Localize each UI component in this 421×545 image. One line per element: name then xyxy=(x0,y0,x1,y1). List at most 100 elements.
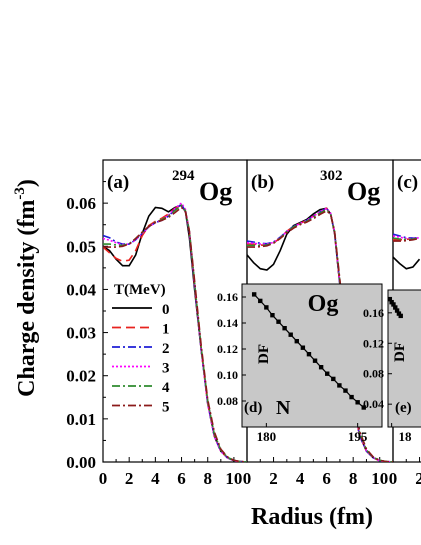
legend-label-T3: 3 xyxy=(162,361,170,377)
panel-c-series-T5 xyxy=(393,237,420,242)
panel-a-x-tick-label: 4 xyxy=(151,469,160,488)
inset-d-marker xyxy=(258,298,263,304)
panel-a-series-T3 xyxy=(103,201,247,462)
panel-a-mass-number: 294 xyxy=(172,168,195,184)
panel-a-x-tick-label: 2 xyxy=(125,469,134,488)
inset-e-series xyxy=(388,296,403,319)
inset-d-marker xyxy=(331,376,336,382)
inset-e-background xyxy=(387,289,421,428)
panel-c-x-tick-label: 0 xyxy=(389,469,398,488)
panel-c-x-tick-label: 2 xyxy=(415,469,421,488)
x-axis-label: Radius (fm) xyxy=(251,504,373,530)
inset-d-marker xyxy=(264,305,269,310)
inset-d-marker xyxy=(337,383,342,388)
panel-b-mass-number: 302 xyxy=(320,168,343,184)
data-curves xyxy=(103,201,421,462)
y-tick-label: 0.00 xyxy=(66,453,96,472)
panel-b-x-tick-label: 10 xyxy=(371,469,388,488)
inset-d-content: 0.08 0.10 0.12 0.14 0.16 180 195 xyxy=(217,290,368,444)
panel-b-x-tick-label: 2 xyxy=(269,469,278,488)
inset-d-panel-label: (d) xyxy=(244,400,262,416)
inset-d-marker xyxy=(306,352,312,357)
panel-b-curves xyxy=(247,207,393,462)
inset-d-marker xyxy=(251,292,257,297)
y-tick-label: 0.02 xyxy=(66,367,96,386)
inset-d-marker xyxy=(282,326,287,331)
panel-c-series-T3 xyxy=(393,235,420,240)
inset-d-marker xyxy=(318,365,324,370)
inset-d-y-tick-label: 0.14 xyxy=(217,316,238,330)
inset-d-marker xyxy=(276,319,281,324)
panel-b-x-tick-label: 4 xyxy=(296,469,305,488)
inset-e-content: 0.04 0.08 0.12 0.16 18 xyxy=(363,296,413,444)
panel-a-series-T5 xyxy=(103,206,247,462)
panel-b-label: (b) xyxy=(251,172,274,193)
y-axis-label-text: Charge density (fm-3) xyxy=(12,179,40,397)
panel-c-series-T2 xyxy=(393,233,420,239)
inset-d-x-tick-label: 195 xyxy=(348,429,368,444)
inset-e-y-tick-label: 0.04 xyxy=(363,397,384,411)
inset-d-marker xyxy=(343,388,348,393)
panel-b-x-tick-label: 0 xyxy=(243,469,252,488)
panel-b-x-tick-label: 8 xyxy=(349,469,358,488)
inset-e-marker xyxy=(388,296,393,302)
inset-e-y-tick-label: 0.16 xyxy=(363,306,384,320)
legend: T(MeV) 0 1 2 3 4 5 xyxy=(112,282,170,416)
inset-e-marker xyxy=(389,299,394,305)
y-tick-label: 0.03 xyxy=(66,324,96,343)
inset-d-marker xyxy=(349,394,354,400)
panel-b-series-T5 xyxy=(247,209,393,462)
y-axis-label-main: Charge density (fm xyxy=(14,200,40,397)
panel-a-element: Og xyxy=(199,177,232,206)
panel-b-nucleus: 302Og xyxy=(320,168,380,206)
inset-d-series xyxy=(251,292,366,410)
panel-a-curves xyxy=(103,201,247,462)
inset-d-x-tick-label: 180 xyxy=(257,429,277,444)
panel-c-series-T0 xyxy=(393,256,421,270)
inset-d-marker xyxy=(312,358,318,363)
y-tick-label: 0.01 xyxy=(66,410,96,429)
inset-d-y-tick-label: 0.16 xyxy=(217,290,238,304)
inset-d-ylabel: DF xyxy=(256,344,272,364)
panel-b-element: Og xyxy=(347,177,380,206)
inset-d: 0.08 0.10 0.12 0.14 0.16 180 195 Og DF (d) N xyxy=(217,283,383,444)
panel-b-series-T4 xyxy=(247,208,393,462)
inset-d-marker xyxy=(355,400,360,405)
legend-label-T0: 0 xyxy=(162,302,170,318)
legend-title: T(MeV) xyxy=(114,282,166,298)
inset-d-marker xyxy=(300,345,306,350)
panel-c-curves xyxy=(393,233,421,270)
y-axis-label-exponent: -3 xyxy=(12,187,28,200)
legend-entries: 0 1 2 3 4 5 xyxy=(112,302,170,416)
inset-e-y-tick-label: 0.08 xyxy=(363,367,384,381)
inset-d-marker xyxy=(288,332,293,337)
inset-d-marker xyxy=(270,313,275,318)
panel-a-nucleus: 294Og xyxy=(172,168,232,206)
inset-e-ylabel: DF xyxy=(392,342,408,362)
inset-d-y-tick-label: 0.10 xyxy=(217,368,238,382)
y-tick-label: 0.06 xyxy=(66,194,96,213)
panel-a-x-tick-label: 0 xyxy=(99,469,108,488)
y-axis-label-close: ) xyxy=(14,179,40,187)
inset-e-marker xyxy=(398,313,403,319)
legend-label-T1: 1 xyxy=(162,322,170,338)
legend-label-T5: 5 xyxy=(162,400,170,416)
inset-d-title: Og xyxy=(308,291,339,317)
inset-d-marker xyxy=(361,405,366,410)
inset-e-panel-label: (e) xyxy=(395,400,412,416)
y-axis-label: Charge density (fm-3) xyxy=(12,179,40,397)
inset-d-y-tick-label: 0.08 xyxy=(217,394,238,408)
panel-b-series-T3 xyxy=(247,207,393,462)
panel-c-label: (c) xyxy=(397,172,418,193)
inset-e-x-tick-label: 18 xyxy=(399,429,413,444)
panel-a-series-T2 xyxy=(103,202,247,462)
panel-a-x-tick-label: 6 xyxy=(177,469,186,488)
y-tick-label: 0.05 xyxy=(66,237,96,256)
inset-d-marker xyxy=(294,339,299,344)
panel-a-series-T1 xyxy=(103,204,247,462)
inset-e-marker xyxy=(393,305,398,310)
y-tick-label: 0.04 xyxy=(66,280,96,299)
legend-label-T4: 4 xyxy=(162,380,170,396)
inset-d-xlabel: N xyxy=(276,397,291,419)
